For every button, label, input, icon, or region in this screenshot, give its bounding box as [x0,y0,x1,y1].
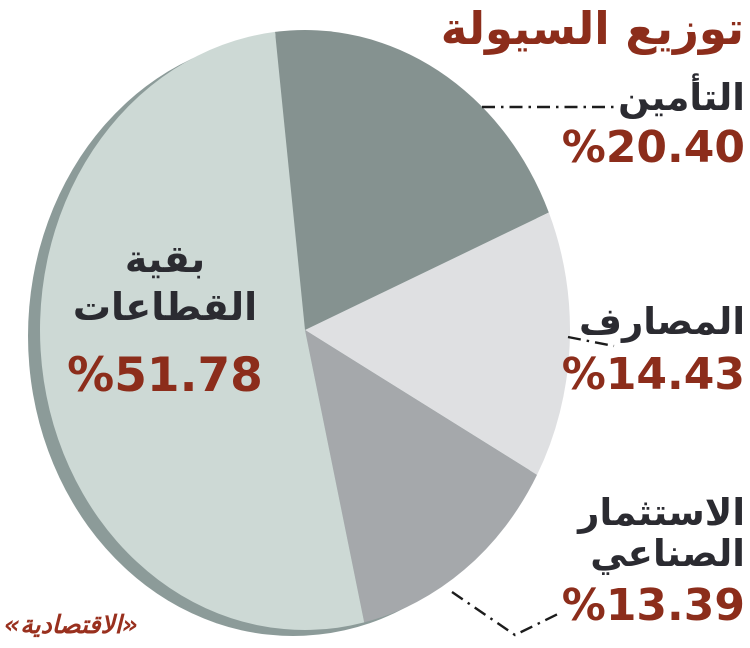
leader-line-industrial [451,591,563,637]
leader-line-banks [567,335,615,348]
pie-slice-banks [305,212,571,475]
source-watermark: «الاقتصادية» [4,610,138,639]
pie-slice-insurance [275,30,549,331]
percent-rest: %51.78 [67,347,263,403]
label-rest-line2: القطاعات [72,284,258,329]
leader-lines-group [451,105,616,637]
label-banks: المصارف [578,300,745,343]
chart-title: توزيع السيولة [440,2,744,55]
percent-banks: %14.43 [561,349,745,400]
label-industrial: الاستثمار الصناعي [505,492,745,575]
label-rest-sectors: بقية القطاعات %51.78 [35,236,295,405]
percent-industrial: %13.39 [561,580,745,631]
percent-insurance: %20.40 [561,122,745,173]
label-insurance: التأمين [618,76,745,119]
label-industrial-line1: الاستثمار [578,491,745,534]
pie-slices-group [28,30,571,636]
label-rest-line1: بقية [124,237,206,281]
pie-slice-rest [40,31,365,631]
label-industrial-line2: الصناعي [590,532,745,576]
pie-slice-industrial [305,330,538,623]
